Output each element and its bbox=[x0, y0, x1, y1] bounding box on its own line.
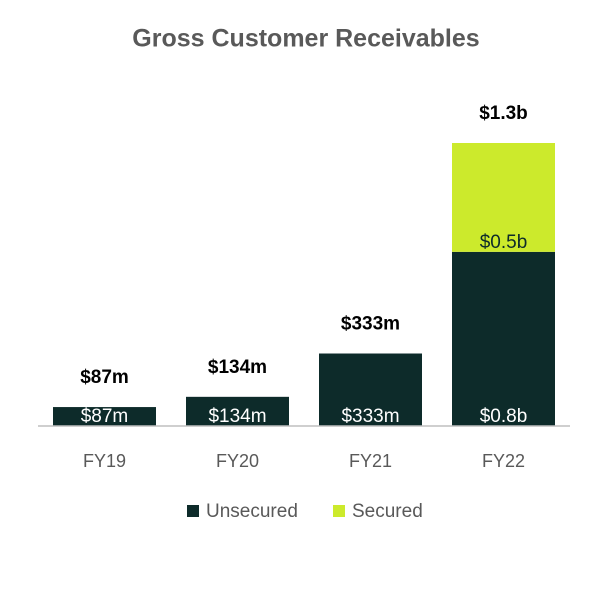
segment-label: $134m bbox=[208, 406, 266, 427]
segment-label: $0.8b bbox=[480, 406, 528, 427]
legend-label: Secured bbox=[352, 501, 423, 522]
segment-label: $0.5b bbox=[480, 232, 528, 253]
bar-segment bbox=[319, 353, 422, 426]
legend-swatch bbox=[333, 505, 345, 517]
x-tick-label: FY22 bbox=[482, 451, 525, 471]
bar-segment bbox=[452, 251, 555, 426]
bar-segment bbox=[452, 143, 555, 252]
total-label: $333m bbox=[341, 314, 400, 335]
x-tick-label: FY19 bbox=[83, 451, 126, 471]
legend-swatch bbox=[187, 505, 199, 517]
total-label: $87m bbox=[80, 367, 129, 388]
total-label: $1.3b bbox=[479, 103, 528, 124]
x-tick-label: FY21 bbox=[349, 451, 392, 471]
x-tick-label: FY20 bbox=[216, 451, 259, 471]
bar-segment bbox=[186, 396, 289, 426]
total-label: $134m bbox=[208, 357, 267, 378]
legend-label: Unsecured bbox=[206, 501, 298, 522]
segment-label: $87m bbox=[81, 406, 129, 427]
segment-label: $333m bbox=[341, 406, 399, 427]
chart-title: Gross Customer Receivables bbox=[132, 25, 479, 53]
bar-segment bbox=[53, 407, 156, 426]
